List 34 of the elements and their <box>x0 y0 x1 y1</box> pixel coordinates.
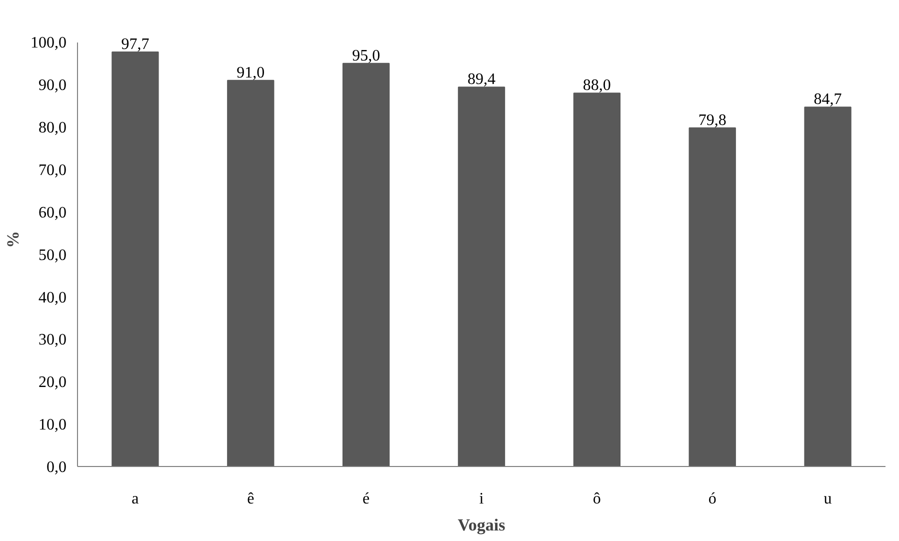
y-tick-label: 0,0 <box>46 459 66 476</box>
data-label: 84,7 <box>814 91 842 108</box>
y-tick-label: 100,0 <box>30 34 66 52</box>
x-axis-title: Vogais <box>458 516 506 534</box>
bar <box>573 92 621 466</box>
y-tick-label: 80,0 <box>38 120 66 137</box>
x-tick-label: a <box>132 490 139 508</box>
y-tick-label: 90,0 <box>38 77 66 94</box>
y-axis-title: % <box>4 231 22 248</box>
x-tick-label: ó <box>708 490 716 508</box>
bar <box>688 127 736 466</box>
data-label: 97,7 <box>121 36 150 53</box>
bar <box>227 80 274 466</box>
y-tick-label: 50,0 <box>38 246 66 264</box>
data-label: 91,0 <box>236 64 265 82</box>
x-tick-label: ô <box>592 490 601 508</box>
x-tick-label: i <box>479 490 484 508</box>
y-tick-label: 20,0 <box>38 374 66 392</box>
data-label: 95,0 <box>352 47 380 64</box>
y-tick-label: 40,0 <box>38 289 66 306</box>
bar <box>342 62 390 466</box>
data-label: 88,0 <box>582 77 611 94</box>
y-tick-label: 30,0 <box>38 332 66 349</box>
x-tick-label: u <box>824 490 832 508</box>
x-tick-label: é <box>362 490 370 508</box>
y-tick-label: 10,0 <box>38 416 66 434</box>
bar <box>804 106 852 466</box>
y-tick-label: 60,0 <box>38 204 66 222</box>
x-tick-label: ê <box>247 490 254 508</box>
data-label: 79,8 <box>698 112 726 129</box>
data-label: 89,4 <box>468 71 496 88</box>
bar <box>458 86 506 466</box>
y-tick-label: 70,0 <box>38 162 66 179</box>
bar <box>112 51 159 466</box>
